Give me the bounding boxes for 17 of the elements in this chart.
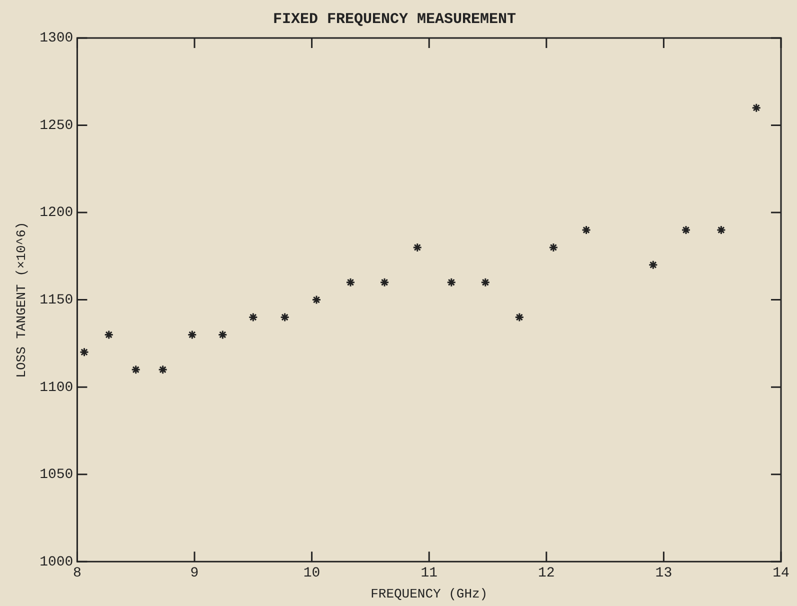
x-tick-label: 12: [538, 566, 555, 582]
y-tick-label: 1200: [40, 205, 74, 222]
x-tick-label: 10: [303, 566, 320, 582]
chart-title: FIXED FREQUENCY MEASUREMENT: [272, 10, 516, 28]
y-tick-label: 1300: [40, 30, 74, 47]
y-tick-label: 1000: [40, 554, 74, 570]
x-tick-label: 9: [190, 566, 199, 582]
y-axis-title: LOSS TANGENT (×10^6): [14, 222, 30, 378]
x-axis-title: FREQUENCY (GHz): [370, 586, 488, 602]
y-tick-label: 1050: [40, 467, 74, 484]
y-tick-label: 1250: [40, 118, 74, 134]
x-tick-label: 13: [655, 566, 672, 582]
y-tick-label: 1150: [40, 292, 74, 309]
x-tick-label: 8: [73, 566, 82, 582]
x-tick-label: 11: [420, 566, 438, 582]
y-tick-label: 1100: [40, 380, 74, 396]
x-tick-label: 14: [772, 566, 790, 582]
